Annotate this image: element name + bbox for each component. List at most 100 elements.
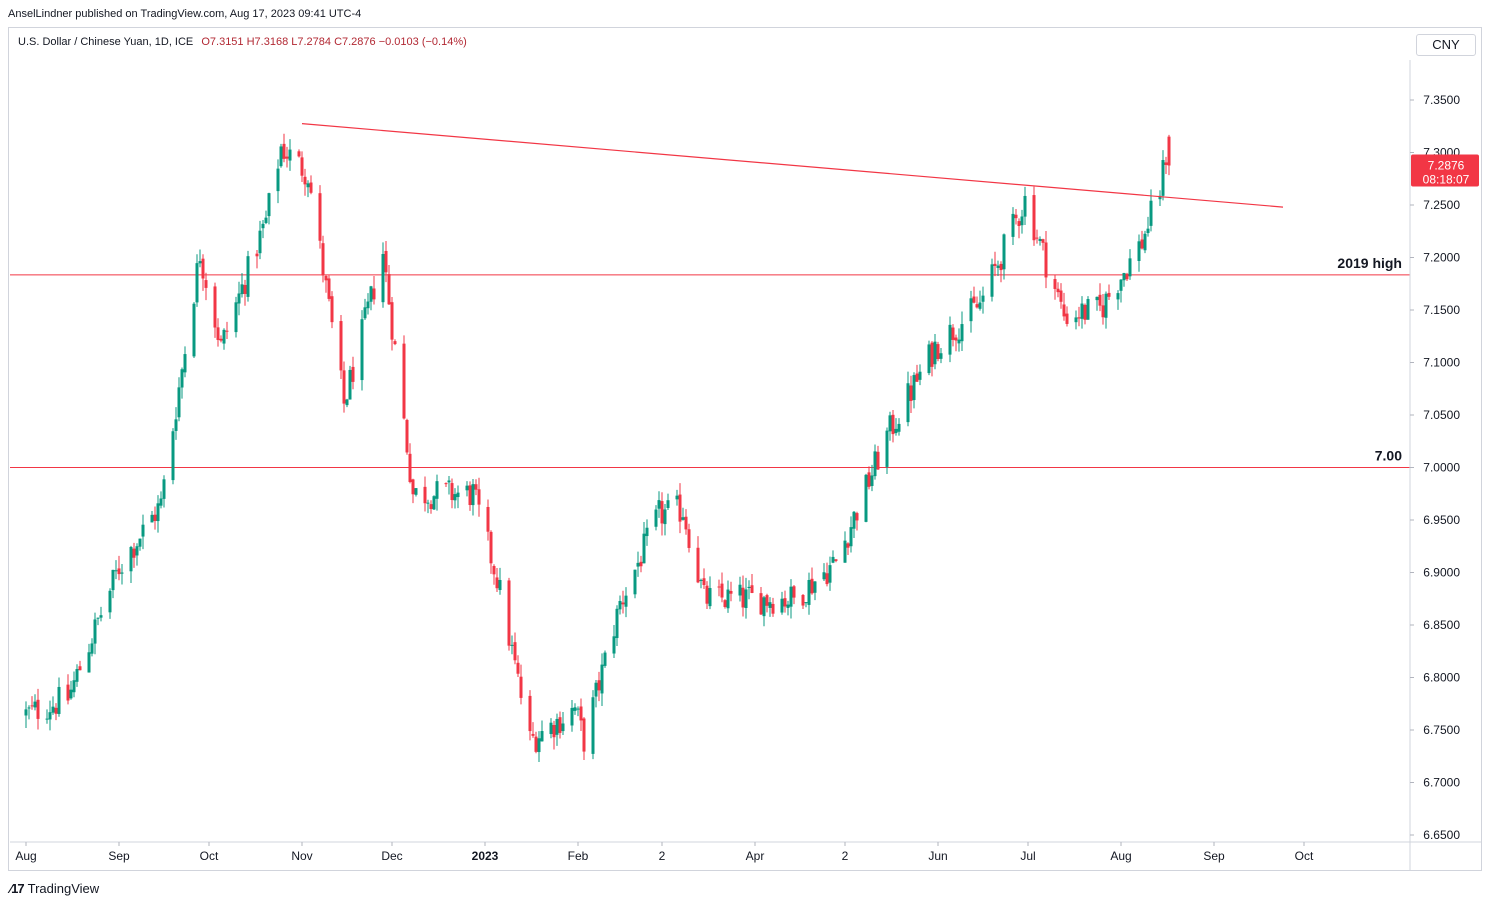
- candle-body: [99, 615, 103, 618]
- candle-body: [1044, 242, 1048, 278]
- trendline[interactable]: [301, 123, 1284, 208]
- candle-body: [120, 572, 124, 574]
- y-tick-label: 7.0000: [1423, 461, 1460, 475]
- candle-body: [66, 684, 70, 701]
- candle-body: [201, 258, 205, 279]
- candle-body: [660, 501, 664, 524]
- current-price-value: 7.2876: [1428, 159, 1465, 173]
- candle-body: [1035, 237, 1039, 239]
- candle-body: [1014, 214, 1018, 219]
- candle-body: [405, 419, 409, 453]
- candle-body: [1149, 200, 1153, 226]
- horizontal-level-label: 7.00: [1375, 448, 1402, 464]
- candle-body: [285, 156, 289, 159]
- candle-body: [387, 274, 391, 305]
- candle-body: [549, 722, 553, 735]
- candle-body: [1122, 272, 1126, 281]
- candle-body: [261, 223, 265, 229]
- candle-body: [519, 676, 523, 698]
- candle-body: [915, 373, 919, 382]
- candle-body: [393, 341, 397, 345]
- candle-body: [339, 321, 343, 371]
- currency-button[interactable]: CNY: [1416, 34, 1476, 56]
- candle-body: [90, 643, 94, 654]
- candle-body: [684, 516, 688, 530]
- candle-body: [534, 736, 538, 752]
- candle-body: [954, 337, 958, 341]
- candle-body: [999, 263, 1003, 271]
- candle-body: [738, 584, 742, 596]
- candle-body: [615, 608, 619, 639]
- candle-body: [1143, 233, 1147, 251]
- candle-body: [108, 590, 112, 613]
- candle-body: [72, 680, 76, 693]
- candle-body: [612, 636, 616, 654]
- candle-body: [117, 568, 121, 575]
- candle-body: [822, 572, 826, 580]
- candle-body: [978, 302, 982, 309]
- candle-body: [960, 324, 964, 342]
- candle-body: [573, 707, 577, 711]
- candle-body: [450, 483, 454, 501]
- candle-body: [597, 680, 601, 691]
- y-tick-label: 7.2500: [1423, 198, 1460, 212]
- candle-body: [852, 511, 856, 529]
- candle-body: [129, 546, 133, 572]
- candle-body: [33, 701, 37, 708]
- candle-body: [897, 423, 901, 432]
- candle-body: [636, 562, 640, 567]
- candle-body: [342, 370, 346, 404]
- candle-body: [687, 529, 691, 548]
- y-tick-label: 7.3500: [1423, 93, 1460, 107]
- x-tick-label: Apr: [746, 849, 765, 863]
- candle-body: [1062, 304, 1066, 317]
- candle-body: [1101, 305, 1105, 318]
- x-tick-label: 2: [659, 849, 666, 863]
- candle-body: [531, 733, 535, 736]
- candle-body: [780, 598, 784, 613]
- candle-body: [267, 193, 271, 217]
- candle-body: [1116, 293, 1120, 300]
- candle-body: [153, 514, 157, 521]
- candle-body: [594, 682, 598, 697]
- candle-body: [1020, 216, 1024, 226]
- candle-body: [156, 503, 160, 522]
- footer-brand[interactable]: ⁄17 TradingView: [10, 881, 99, 896]
- candle-body: [1161, 160, 1165, 196]
- candle-body: [813, 581, 817, 593]
- x-tick-label: Feb: [568, 849, 589, 863]
- candle-body: [1104, 293, 1108, 318]
- candle-body: [993, 263, 997, 266]
- x-tick-label: Aug: [15, 849, 36, 863]
- candle-body: [432, 496, 436, 510]
- y-tick-label: 7.0500: [1423, 408, 1460, 422]
- candle-body: [810, 578, 814, 594]
- candle-body: [222, 329, 226, 344]
- candle-body: [1080, 303, 1084, 319]
- candle-body: [27, 707, 31, 709]
- candle-body: [1002, 234, 1006, 270]
- candle-body: [150, 514, 154, 523]
- candle-body: [258, 230, 262, 254]
- candle-body: [174, 419, 178, 431]
- candle-body: [846, 543, 850, 548]
- y-tick-label: 6.6500: [1423, 828, 1460, 842]
- candle-body: [111, 569, 115, 591]
- publisher-line: AnselLindner published on TradingView.co…: [8, 8, 362, 20]
- candle-body: [723, 600, 727, 607]
- candle-body: [618, 600, 622, 610]
- y-tick-label: 7.1500: [1423, 303, 1460, 317]
- candle-body: [939, 353, 943, 359]
- candle-body: [303, 176, 307, 185]
- candle-body: [972, 296, 976, 303]
- candle-body: [783, 598, 787, 607]
- candle-body: [183, 354, 187, 373]
- candle-body: [276, 168, 280, 192]
- candle-body: [1164, 162, 1168, 165]
- candle-body: [657, 500, 661, 509]
- candle-body: [621, 602, 625, 605]
- candle-body: [132, 548, 136, 558]
- candle-body: [516, 662, 520, 674]
- candle-body: [645, 527, 649, 537]
